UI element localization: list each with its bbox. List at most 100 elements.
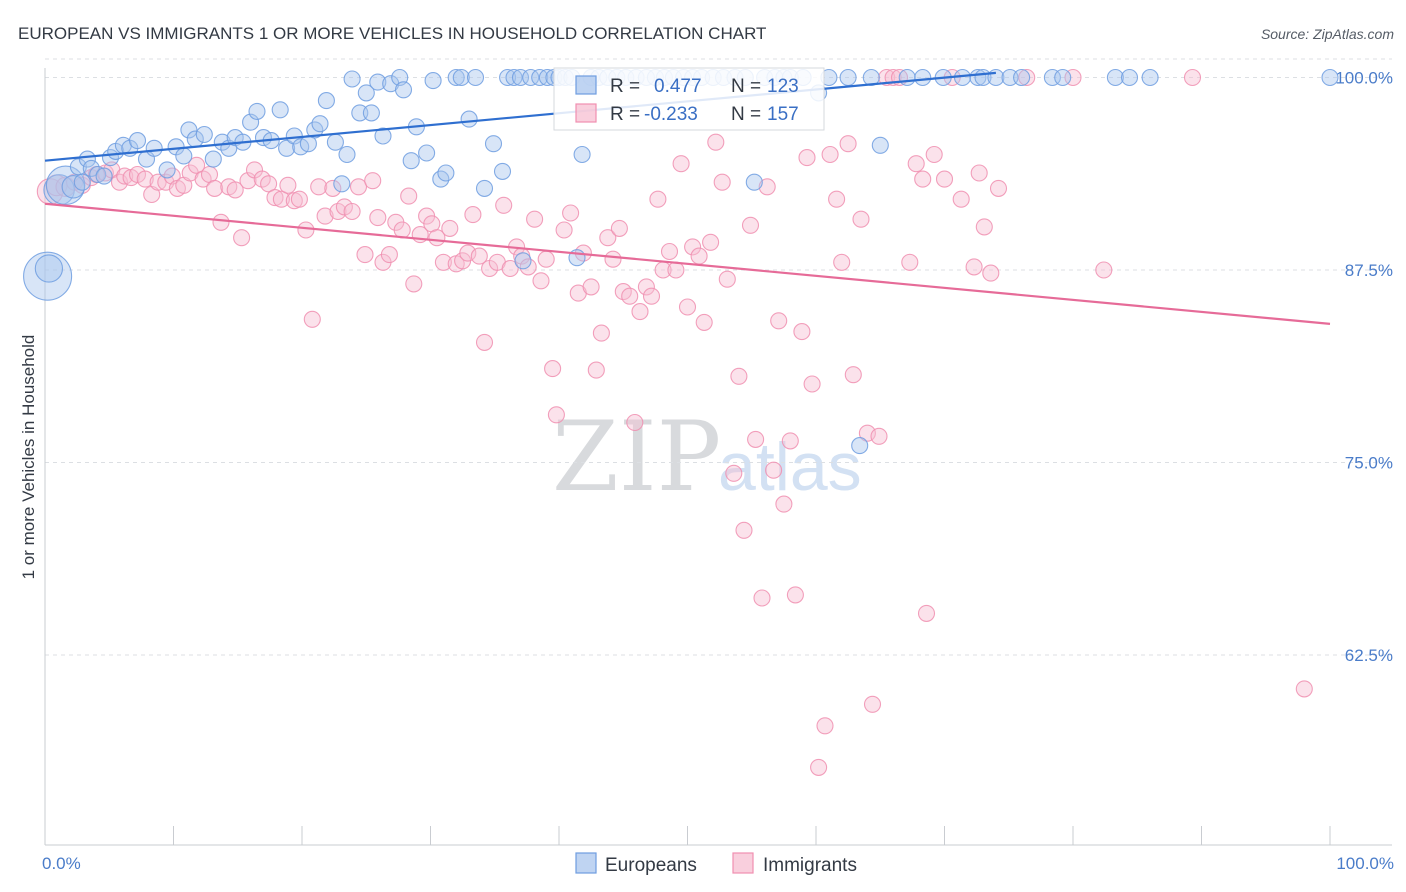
europeans-point xyxy=(862,68,880,87)
immigrants-point xyxy=(272,190,290,208)
europeans-point xyxy=(175,147,193,165)
y-tick-labels: 100.0% 87.5% 75.0% 62.5% xyxy=(1335,69,1393,666)
immigrants-point xyxy=(718,270,736,288)
europeans-n-value: 123 xyxy=(767,76,799,97)
europeans-point xyxy=(898,68,916,87)
europeans-point xyxy=(437,164,455,182)
immigrants-point xyxy=(604,250,622,268)
europeans-point xyxy=(514,252,532,270)
europeans-point xyxy=(484,135,503,153)
immigrants-point xyxy=(610,219,628,237)
europeans-point xyxy=(424,72,442,90)
bottom-legend: Europeans Immigrants xyxy=(575,852,857,876)
immigrants-point xyxy=(239,172,257,190)
europeans-point xyxy=(573,145,591,164)
europeans-point xyxy=(271,101,289,119)
y-tick-label: 62.5% xyxy=(1345,646,1393,665)
immigrants-point xyxy=(400,187,418,205)
immigrants-point xyxy=(914,170,932,188)
europeans-point xyxy=(394,81,413,99)
immigrants-point xyxy=(1095,261,1113,279)
stats-legend-box xyxy=(553,67,825,131)
immigrants-point xyxy=(297,221,315,239)
immigrants-point xyxy=(786,586,804,604)
watermark-zip: ZIP xyxy=(552,401,721,513)
immigrants-point xyxy=(136,170,154,188)
immigrants-point xyxy=(537,250,555,268)
europeans-point xyxy=(78,150,96,168)
immigrants-r-value: -0.233 xyxy=(644,104,698,125)
immigrants-point xyxy=(753,589,771,607)
europeans-point xyxy=(522,68,540,87)
immigrants-point xyxy=(935,170,954,188)
europeans-point xyxy=(418,144,436,162)
immigrants-n-value: 157 xyxy=(767,104,799,125)
immigrants-point xyxy=(810,758,828,776)
europeans-point xyxy=(1013,68,1031,87)
europeans-point xyxy=(362,104,380,122)
immigrants-point xyxy=(781,432,799,450)
europeans-point xyxy=(311,115,329,133)
immigrants-point xyxy=(470,247,488,265)
europeans-point xyxy=(499,68,517,87)
immigrants-point xyxy=(369,209,387,227)
europeans-point xyxy=(460,110,478,128)
immigrants-point xyxy=(952,190,970,208)
immigrants-point xyxy=(212,213,230,231)
europeans-point xyxy=(511,68,530,87)
europeans-trend-line xyxy=(44,71,997,162)
chart-source: Source: ZipAtlas.com xyxy=(1261,26,1394,42)
y-tick-label: 100.0% xyxy=(1335,69,1393,88)
europeans-point xyxy=(505,68,523,87)
europeans-point xyxy=(871,136,889,154)
immigrants-point xyxy=(707,133,725,151)
immigrants-point xyxy=(695,313,713,331)
y-gridlines xyxy=(45,58,1392,656)
immigrants-point xyxy=(828,190,846,208)
immigrants-swatch xyxy=(575,103,597,123)
immigrants-point xyxy=(713,173,731,191)
europeans-point xyxy=(402,152,420,170)
immigrants-point xyxy=(642,287,661,305)
immigrants-point xyxy=(188,156,206,174)
immigrants-point xyxy=(226,181,244,199)
y-tick-label: 87.5% xyxy=(1345,261,1393,280)
immigrants-point xyxy=(587,361,605,379)
immigrants-point xyxy=(233,229,251,247)
immigrants-point xyxy=(206,179,224,197)
immigrants-point xyxy=(599,229,617,247)
immigrants-point xyxy=(821,145,839,164)
immigrants-point xyxy=(690,247,708,265)
watermark-atlas: atlas xyxy=(718,429,862,505)
europeans-point xyxy=(447,68,465,87)
immigrants-point xyxy=(660,242,679,261)
europeans-point xyxy=(317,92,335,110)
immigrants-point xyxy=(592,324,610,342)
immigrants-point xyxy=(758,178,776,196)
immigrants-point xyxy=(364,172,382,190)
europeans-point xyxy=(204,150,222,168)
immigrants-point xyxy=(803,375,821,393)
immigrants-point xyxy=(975,218,993,236)
legend-immigrants-label: Immigrants xyxy=(763,855,857,876)
legend-immigrants-swatch xyxy=(732,852,754,874)
immigrants-trend-line xyxy=(44,202,1331,325)
y-axis-label: 1 or more Vehicles in Household xyxy=(19,335,38,580)
immigrants-point xyxy=(965,258,983,276)
europeans-point xyxy=(158,161,176,179)
immigrants-point xyxy=(526,210,544,228)
europeans-n-label: N = xyxy=(731,76,761,97)
europeans-point xyxy=(343,70,361,88)
y-tick-label: 75.0% xyxy=(1345,454,1393,473)
europeans-point xyxy=(278,139,296,157)
immigrants-point xyxy=(793,323,811,341)
immigrants-point xyxy=(532,272,550,290)
immigrants-point xyxy=(702,233,720,251)
immigrants-point xyxy=(970,164,988,182)
immigrants-point xyxy=(260,175,278,193)
europeans-point xyxy=(95,167,113,185)
immigrants-point xyxy=(621,287,639,305)
immigrants-point xyxy=(1295,680,1313,698)
immigrants-point xyxy=(735,521,753,539)
